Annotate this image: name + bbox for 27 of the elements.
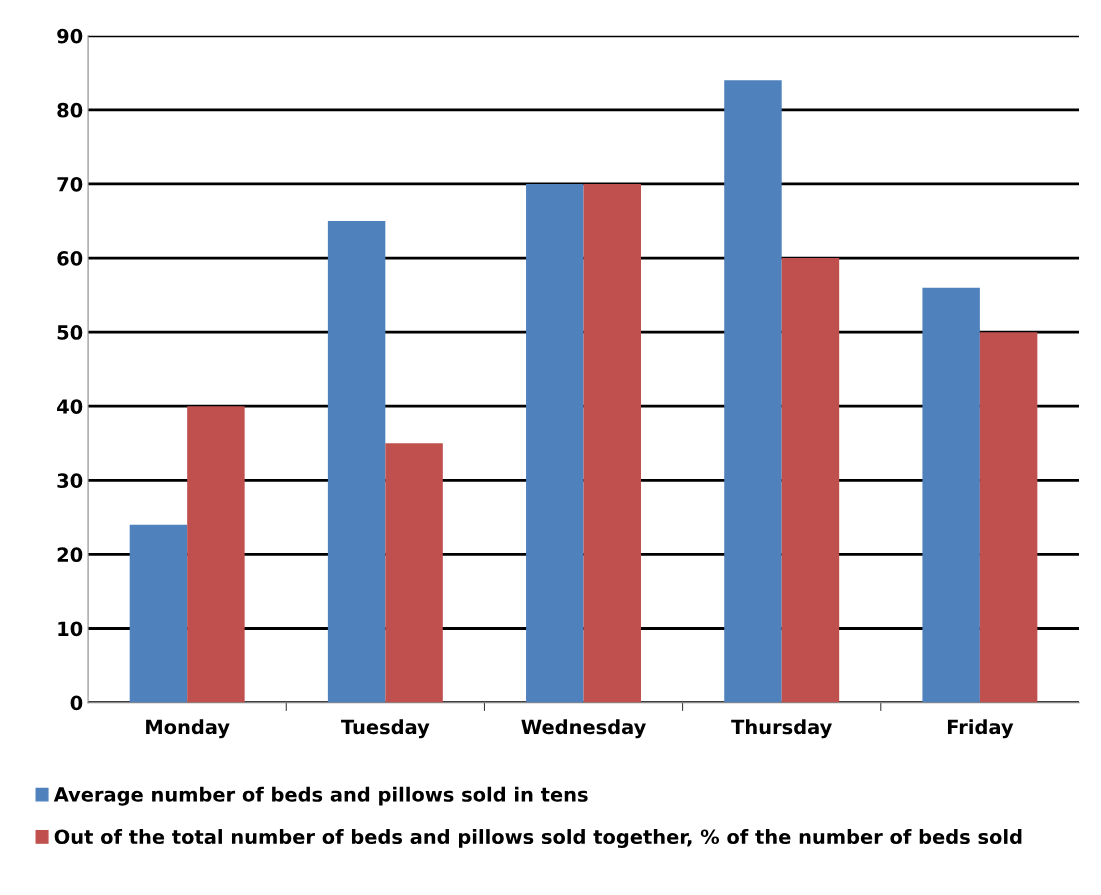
bar <box>724 80 782 703</box>
bar <box>526 183 584 703</box>
x-tick-label: Monday <box>146 719 230 739</box>
bar <box>327 221 386 703</box>
y-tick-label: 90 <box>57 28 83 44</box>
y-tick-label: 10 <box>58 621 83 637</box>
y-tick-label: 50 <box>57 325 83 340</box>
y-tick-label: 70 <box>57 176 83 192</box>
bar <box>385 443 443 703</box>
bar <box>979 332 1038 703</box>
bar <box>129 524 188 703</box>
y-tick-label: 0 <box>70 695 83 711</box>
x-tick-label: Friday <box>947 719 1014 739</box>
y-tick-label: 30 <box>57 473 83 488</box>
bar <box>781 258 840 703</box>
bar <box>922 287 980 703</box>
y-tick-label: 20 <box>57 547 83 563</box>
bar <box>187 406 245 703</box>
x-tick-label: Wednesday <box>521 719 646 739</box>
bar <box>583 183 641 703</box>
y-tick-label: 40 <box>57 399 83 414</box>
y-tick-label: 60 <box>57 251 83 266</box>
x-tick-label: Tuesday <box>341 719 430 739</box>
y-tick-label: 80 <box>57 102 83 118</box>
x-tick-label: Thursday <box>731 719 832 739</box>
legend-label: Average number of beds and pillows sold in tens <box>53 786 588 806</box>
legend-label: Out of the total number of beds and pillows sold together, % of the number of beds sold <box>54 829 1022 849</box>
